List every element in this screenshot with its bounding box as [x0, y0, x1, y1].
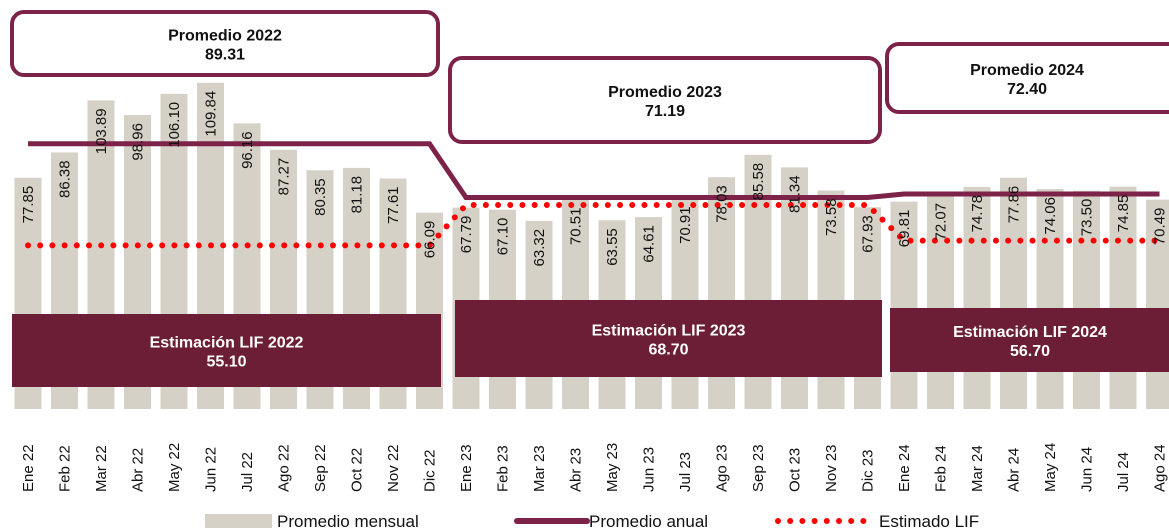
- x-tick-label: Oct 22: [349, 448, 366, 492]
- box-value: 71.19: [645, 103, 685, 120]
- value-label: 73.50: [1079, 199, 1096, 237]
- value-label: 72.07: [933, 203, 950, 241]
- value-label: 109.84: [203, 91, 220, 137]
- x-tick-label: Ene 23: [458, 444, 475, 492]
- x-tick-label: Sep 22: [312, 444, 329, 492]
- x-tick-label: Ago 22: [276, 444, 293, 492]
- value-label: 70.49: [1152, 208, 1169, 246]
- value-label: 70.51: [568, 208, 585, 246]
- x-tick-label: Feb 23: [495, 445, 512, 492]
- value-label: 74.85: [1115, 195, 1132, 233]
- box-value: 68.70: [648, 342, 688, 359]
- value-label: 63.32: [531, 229, 548, 267]
- value-label: 77.85: [20, 186, 37, 224]
- box-title: Promedio 2022: [168, 28, 282, 45]
- value-label: 98.96: [130, 123, 147, 161]
- value-label: 77.86: [1006, 186, 1023, 224]
- average-box: [448, 56, 882, 144]
- x-tick-label: Jul 23: [677, 452, 694, 492]
- legend-label: Estimado LIF: [879, 512, 979, 531]
- value-label: 63.55: [604, 228, 621, 266]
- value-label: 81.34: [787, 175, 804, 213]
- average-box: [10, 10, 440, 77]
- value-label: 86.38: [57, 160, 74, 198]
- dotted-line: [25, 201, 1163, 249]
- x-tick-label: Feb 22: [57, 445, 74, 492]
- x-tick-label: May 23: [604, 443, 621, 492]
- estimate-box: [455, 300, 882, 377]
- average-box: [885, 42, 1169, 114]
- box-value: 89.31: [205, 47, 245, 64]
- value-label: 69.81: [896, 210, 913, 248]
- box-value: 55.10: [206, 354, 246, 371]
- value-label: 87.27: [276, 158, 293, 196]
- x-tick-label: Jun 24: [1079, 447, 1096, 492]
- bar: [1073, 190, 1100, 409]
- value-label: 74.06: [1042, 197, 1059, 235]
- value-label: 96.16: [239, 131, 256, 169]
- value-label: 64.61: [641, 225, 658, 263]
- x-tick-label: Ago 24: [1152, 444, 1169, 492]
- bar: [927, 194, 954, 409]
- box-title: Promedio 2023: [608, 84, 722, 101]
- x-tick-label: Mar 22: [93, 445, 110, 492]
- box-value: 56.70: [1010, 343, 1050, 360]
- value-label: 103.89: [93, 108, 110, 154]
- box-value: 72.40: [1007, 81, 1047, 98]
- x-tick-label: Dic 22: [422, 449, 439, 492]
- value-label: 80.35: [312, 178, 329, 216]
- value-label: 67.79: [458, 216, 475, 254]
- x-tick-label: Nov 22: [385, 444, 402, 492]
- x-tick-label: Nov 23: [823, 444, 840, 492]
- x-tick-label: Feb 24: [933, 445, 950, 492]
- value-label: 78.03: [714, 185, 731, 223]
- value-label: 106.10: [166, 102, 183, 148]
- value-label: 74.78: [969, 195, 986, 233]
- x-tick-label: Sep 23: [750, 444, 767, 492]
- box-title: Promedio 2024: [970, 62, 1084, 79]
- legend-swatch: [205, 514, 272, 528]
- value-label: 67.10: [495, 218, 512, 256]
- x-tick-label: Jun 22: [203, 447, 220, 492]
- x-tick-label: Jul 24: [1115, 452, 1132, 492]
- x-tick-label: Abr 22: [130, 448, 147, 492]
- x-tick-label: Dic 23: [860, 449, 877, 492]
- x-tick-label: Abr 23: [568, 448, 585, 492]
- box-title: Estimación LIF 2022: [150, 335, 304, 352]
- legend-label: Promedio anual: [589, 512, 708, 531]
- estimate-box: [12, 314, 441, 387]
- bar: [890, 201, 918, 409]
- x-tick-label: Abr 24: [1006, 448, 1023, 492]
- box-title: Estimación LIF 2023: [592, 323, 746, 340]
- x-tick-label: Mar 24: [969, 445, 986, 492]
- value-label: 77.61: [385, 186, 402, 224]
- value-label: 73.58: [823, 198, 840, 236]
- value-label: 85.58: [750, 163, 767, 201]
- value-label: 81.18: [349, 176, 366, 214]
- x-tick-label: Jun 23: [641, 447, 658, 492]
- legend-label: Promedio mensual: [277, 512, 419, 531]
- x-tick-label: Ene 22: [20, 444, 37, 492]
- value-label: 67.93: [860, 215, 877, 253]
- x-tick-label: Ene 24: [896, 444, 913, 492]
- x-tick-label: May 22: [166, 443, 183, 492]
- estimate-box: [890, 308, 1169, 372]
- x-tick-label: Ago 23: [714, 444, 731, 492]
- x-tick-label: May 24: [1042, 443, 1059, 492]
- value-label: 66.09: [422, 221, 439, 259]
- line: [28, 141, 1160, 201]
- x-tick-label: Oct 23: [787, 448, 804, 492]
- box-title: Estimación LIF 2024: [953, 324, 1107, 341]
- value-label: 70.91: [677, 206, 694, 244]
- x-tick-label: Jul 22: [239, 452, 256, 492]
- bar: [1036, 189, 1064, 409]
- x-tick-label: Mar 23: [531, 445, 548, 492]
